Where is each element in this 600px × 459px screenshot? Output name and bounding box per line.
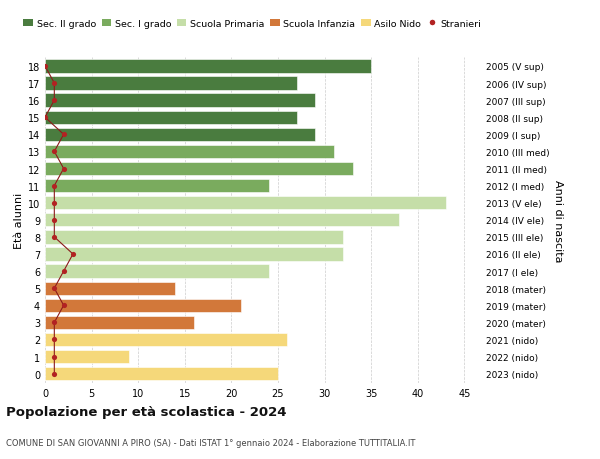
Bar <box>45 196 446 210</box>
Bar <box>45 333 287 347</box>
Point <box>50 80 59 88</box>
Bar <box>45 129 315 142</box>
Bar <box>45 146 334 159</box>
Bar <box>45 299 241 312</box>
Bar <box>45 94 315 107</box>
Point <box>50 285 59 292</box>
Bar <box>45 179 269 193</box>
Bar <box>45 367 278 381</box>
Text: Popolazione per età scolastica - 2024: Popolazione per età scolastica - 2024 <box>6 405 287 419</box>
Point <box>40 114 50 122</box>
Bar <box>45 162 353 176</box>
Point <box>59 268 68 275</box>
Point <box>59 302 68 309</box>
Point <box>50 97 59 105</box>
Point <box>50 370 59 378</box>
Point <box>59 165 68 173</box>
Bar <box>45 282 175 295</box>
Legend: Sec. II grado, Sec. I grado, Scuola Primaria, Scuola Infanzia, Asilo Nido, Stran: Sec. II grado, Sec. I grado, Scuola Prim… <box>23 20 481 29</box>
Bar <box>45 350 129 364</box>
Bar <box>45 214 399 227</box>
Point <box>50 200 59 207</box>
Y-axis label: Età alunni: Età alunni <box>14 192 23 248</box>
Bar <box>45 111 296 124</box>
Point <box>50 319 59 326</box>
Point <box>40 63 50 70</box>
Point <box>50 217 59 224</box>
Point <box>68 251 78 258</box>
Point <box>59 131 68 139</box>
Bar <box>45 248 343 261</box>
Point <box>50 148 59 156</box>
Bar <box>45 77 296 90</box>
Point <box>50 336 59 343</box>
Point <box>50 234 59 241</box>
Point <box>50 353 59 360</box>
Point <box>50 183 59 190</box>
Text: COMUNE DI SAN GIOVANNI A PIRO (SA) - Dati ISTAT 1° gennaio 2024 - Elaborazione T: COMUNE DI SAN GIOVANNI A PIRO (SA) - Dat… <box>6 438 415 447</box>
Bar <box>45 265 269 278</box>
Bar <box>45 316 194 330</box>
Y-axis label: Anni di nascita: Anni di nascita <box>553 179 563 262</box>
Bar <box>45 60 371 73</box>
Bar <box>45 231 343 244</box>
